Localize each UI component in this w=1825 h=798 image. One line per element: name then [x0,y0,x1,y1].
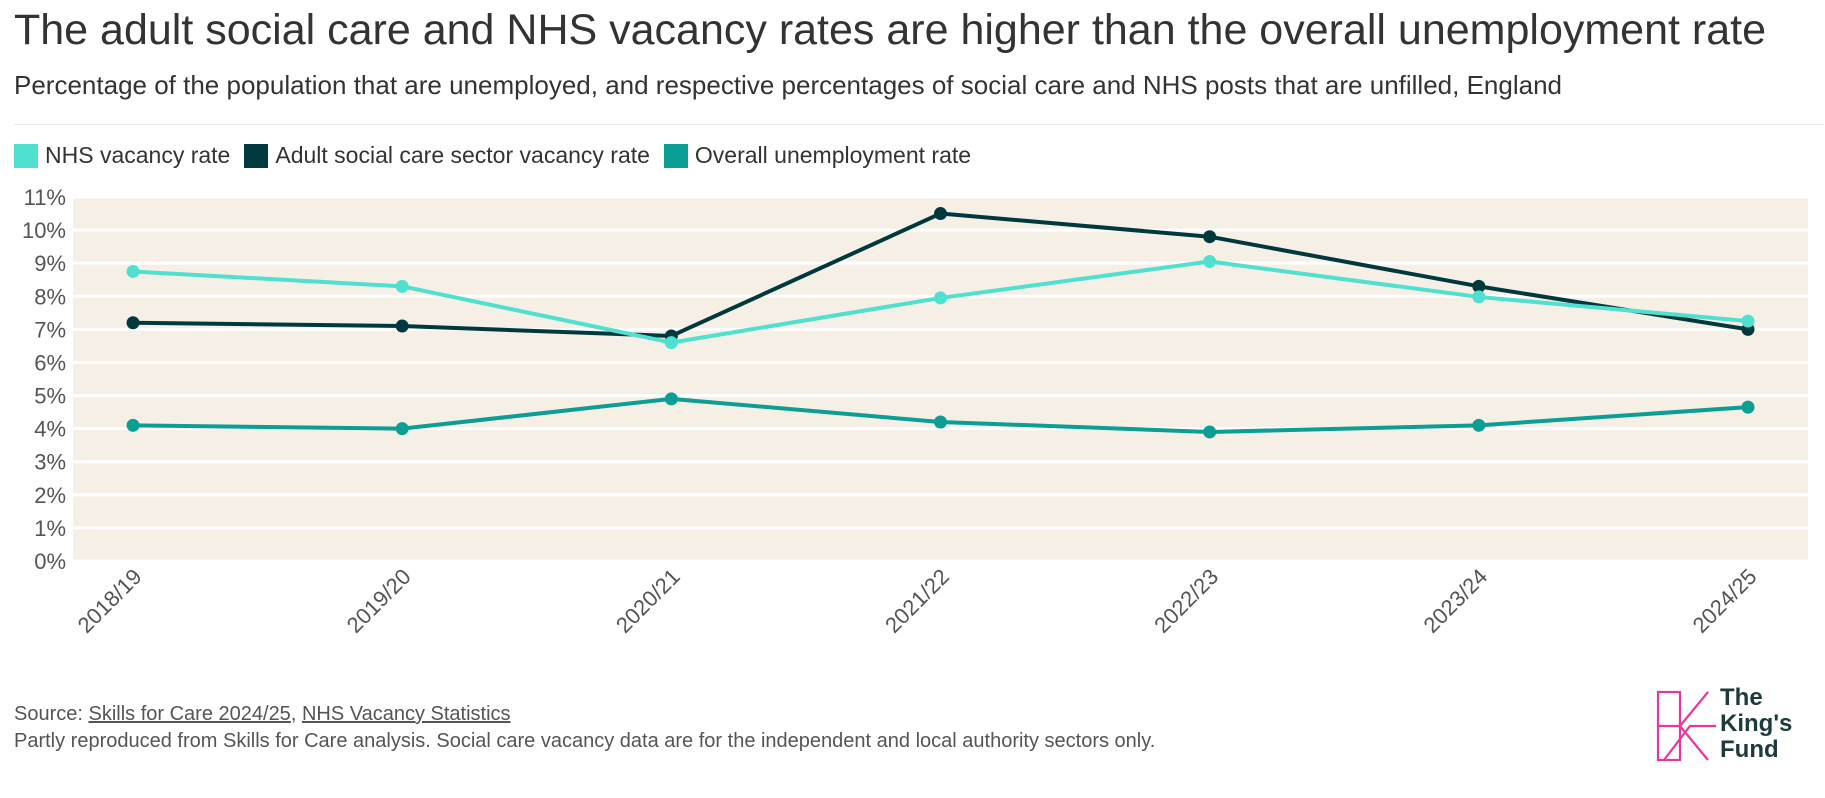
y-tick-label: 1% [34,516,66,541]
data-point [1472,279,1486,293]
legend-label-nhs: NHS vacancy rate [45,142,231,168]
x-tick-label: 2019/20 [342,564,416,638]
data-point [395,279,409,293]
y-tick-label: 11% [24,185,66,210]
data-point [664,336,678,350]
kings-fund-logo [1656,690,1716,762]
y-tick-label: 4% [34,417,66,442]
chart-subtitle: Percentage of the population that are un… [14,70,1562,100]
logo-text: The King's Fund [1720,685,1792,763]
source-prefix: Source: [14,703,89,725]
data-point [1472,290,1486,304]
y-tick-label: 5% [34,384,66,409]
kings-fund-k-mark-icon [1656,690,1716,762]
data-point [1203,230,1217,244]
data-point [1741,314,1755,328]
data-point [934,207,947,221]
y-tick-label: 7% [34,317,66,342]
source-line: Source: Skills for Care 2024/25, NHS Vac… [14,703,511,726]
legend-swatch-unemployment [663,143,688,168]
logo-text-line1: The [1720,684,1763,711]
source-link-nhs-vacancy[interactable]: NHS Vacancy Statistics [301,703,511,725]
legend-label-social-care: Adult social care sector vacancy rate [275,142,650,168]
data-point [664,392,678,406]
data-point [126,418,140,432]
data-point [126,264,140,278]
x-tick-label: 2023/24 [1418,564,1492,638]
data-point [934,415,947,429]
x-tick-label: 2020/21 [611,564,685,638]
y-tick-label: 3% [34,450,66,475]
data-point [395,319,409,333]
source-separator: , [290,703,302,725]
data-point [1203,255,1217,269]
legend-item-social-care[interactable]: Adult social care sector vacancy rate [244,142,650,169]
legend: NHS vacancy rate Adult social care secto… [14,142,985,169]
legend-item-nhs[interactable]: NHS vacancy rate [14,142,230,169]
line-chart: 0% 1% 2% 3% 4% 5% 6% 7% 8% 9% 10% 11% 2018/19 2019/20… [22,185,1808,638]
data-point [1472,418,1486,432]
x-tick-label: 2021/22 [880,564,954,638]
y-tick-label: 8% [34,284,66,309]
x-tick-label: 2022/23 [1149,564,1223,638]
plot-background [73,197,1808,561]
source-link-skills-for-care[interactable]: Skills for Care 2024/25 [88,703,291,725]
y-tick-label: 10% [22,218,66,243]
data-point [1203,425,1217,439]
data-point [1741,400,1755,414]
y-tick-label: 0% [34,549,66,574]
y-tick-label: 6% [34,350,66,375]
legend-label-unemployment: Overall unemployment rate [694,142,972,168]
chart-note: Partly reproduced from Skills for Care a… [14,730,1156,752]
data-point [934,291,947,305]
y-tick-label: 2% [34,483,66,508]
legend-swatch-nhs [14,143,38,168]
y-tick-label: 9% [34,251,66,276]
legend-item-unemployment[interactable]: Overall unemployment rate [663,142,972,169]
logo-text-line3: Fund [1720,736,1779,763]
legend-swatch-social-care [244,143,269,168]
header-divider [14,124,1824,125]
chart-title: The adult social care and NHS vacancy ra… [14,6,1766,54]
x-tick-label: 2024/25 [1688,564,1762,638]
logo-text-line2: King's [1720,710,1793,737]
data-point [126,316,140,330]
data-point [395,422,409,436]
x-tick-label: 2018/19 [73,564,147,638]
